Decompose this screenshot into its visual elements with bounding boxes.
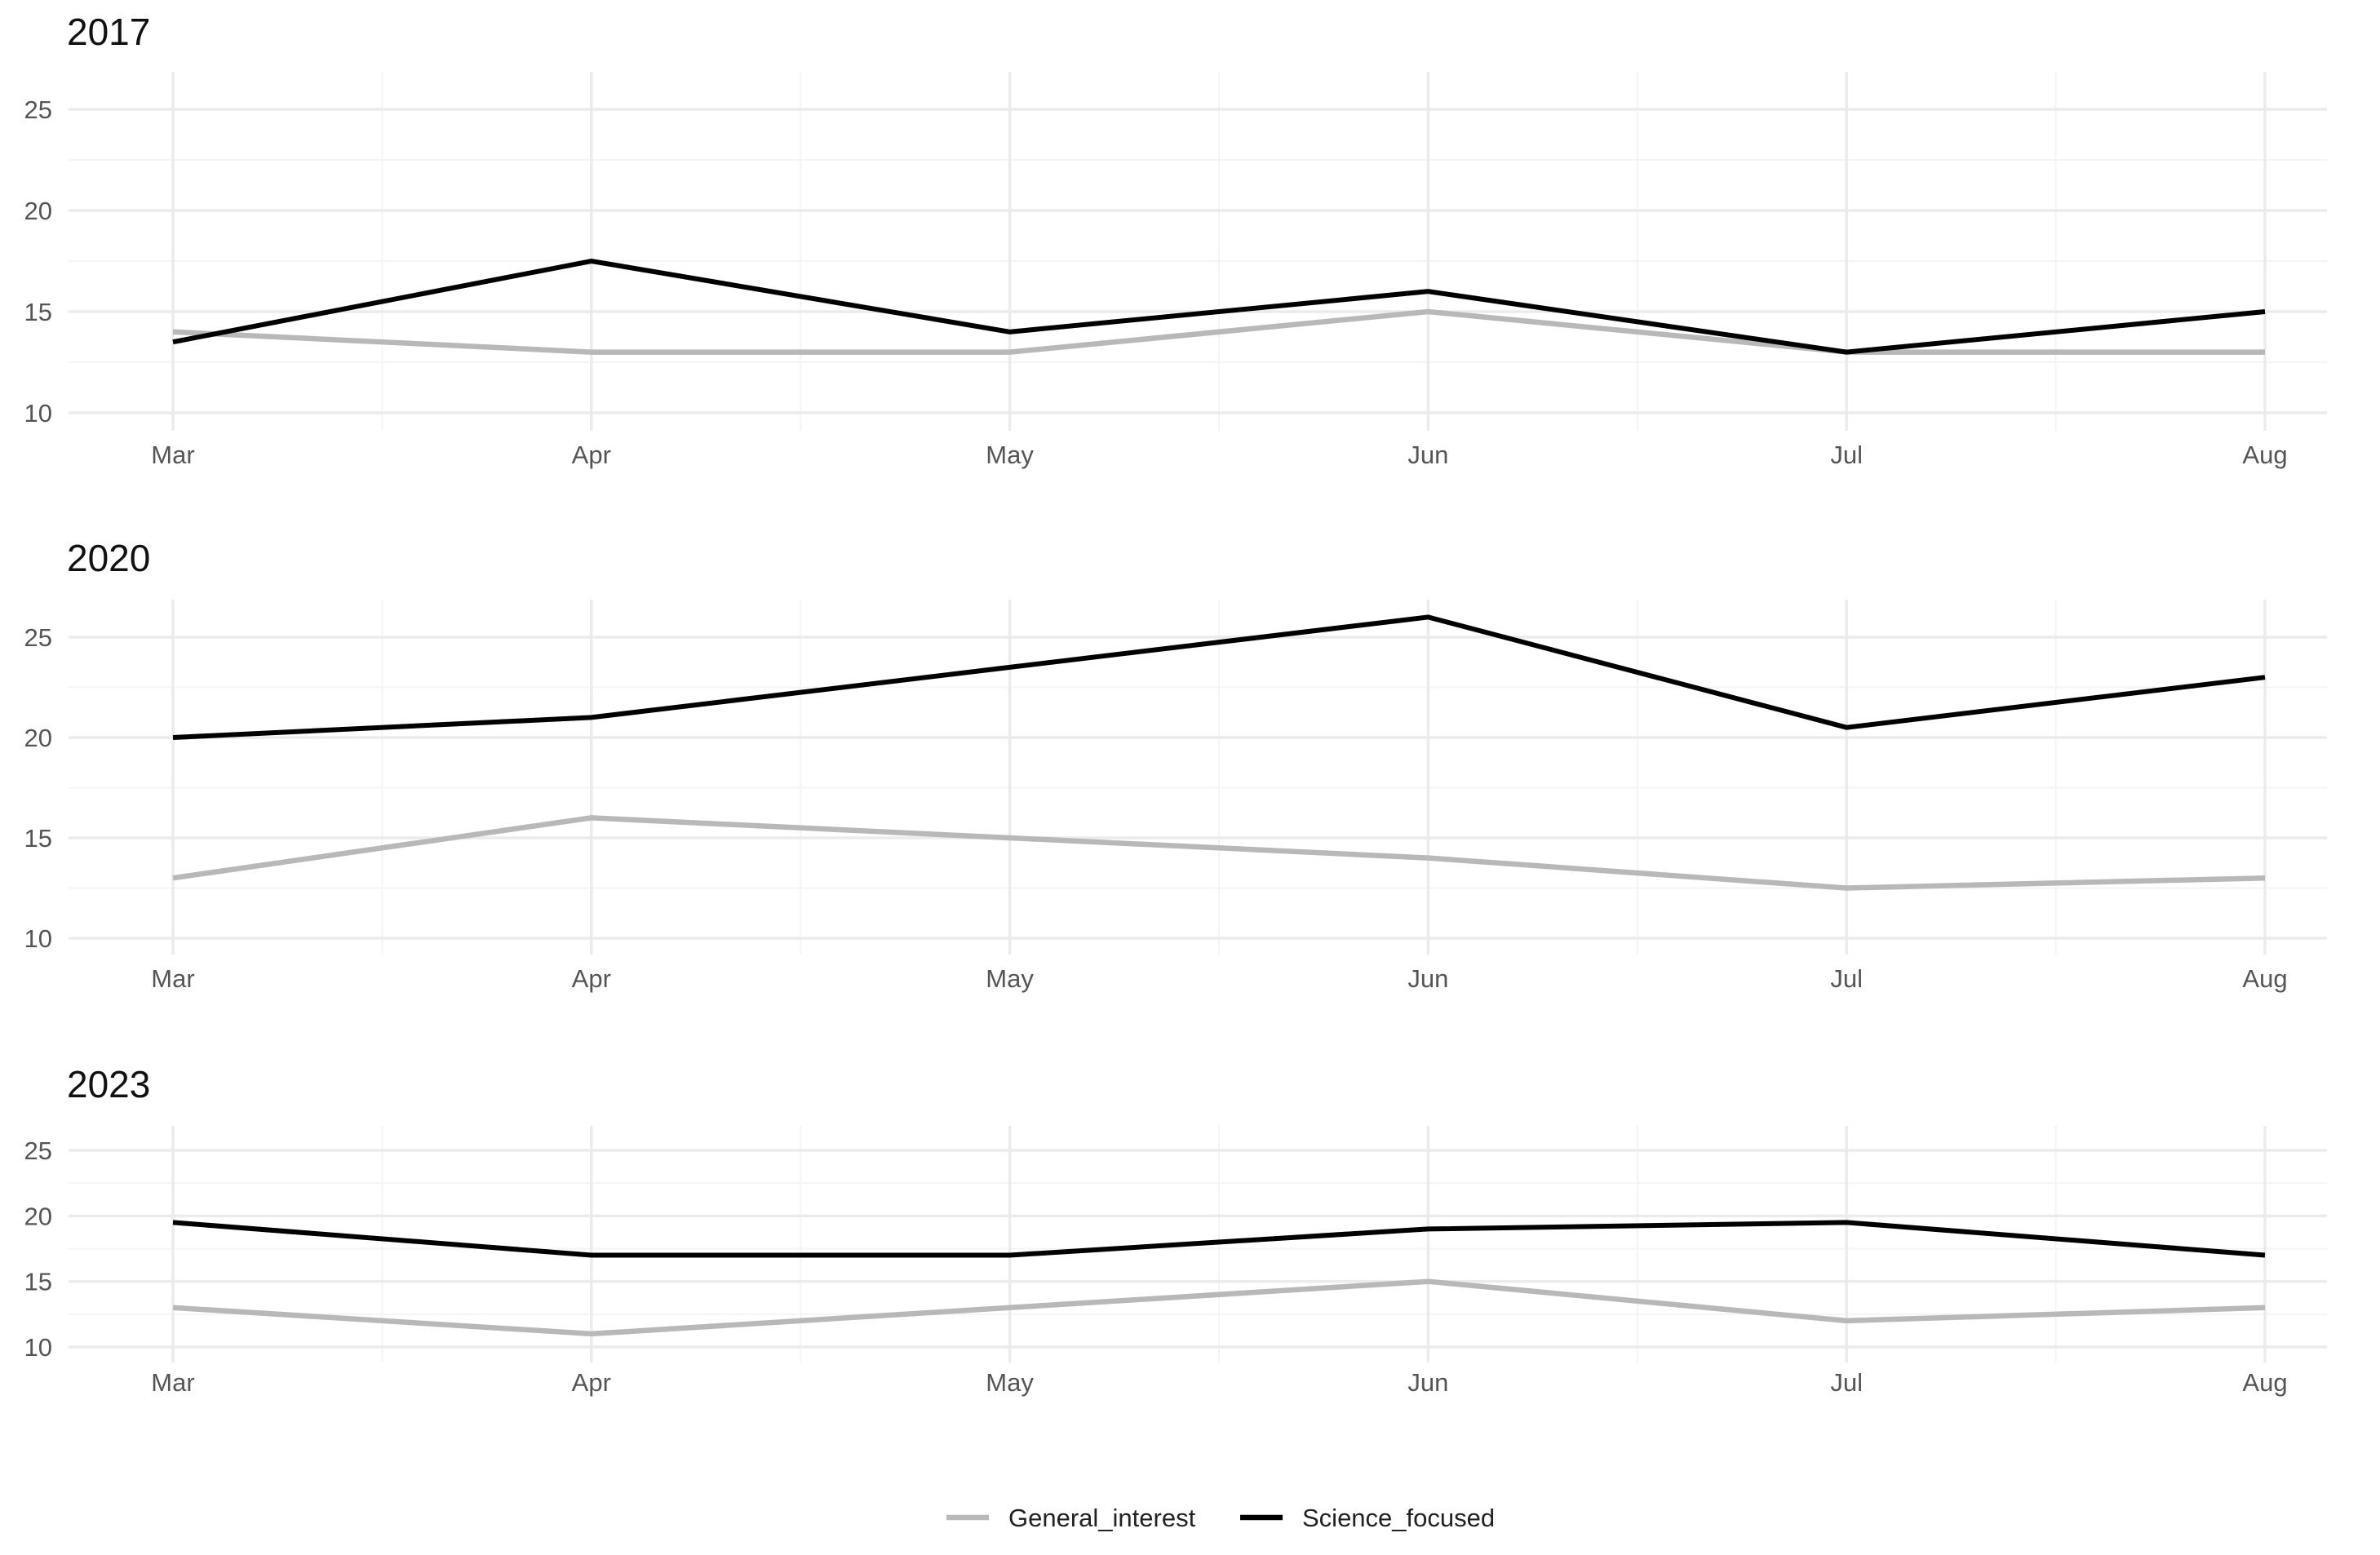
x-tick-label: Jul	[1830, 1368, 1863, 1397]
panel-2023: 10 15 20 25 Mar Apr May Jun Jul Aug 2023	[24, 1063, 2327, 1397]
y-tick-label: 15	[24, 824, 52, 853]
panel-2020: 10 15 20 25 Mar Apr May Jun Jul Aug 2020	[24, 537, 2327, 993]
panel-title: 2017	[67, 11, 150, 53]
y-tick-label: 25	[24, 1136, 52, 1165]
y-tick-label: 10	[24, 1333, 52, 1362]
x-tick-label: Mar	[151, 441, 194, 469]
x-tick-label: Apr	[572, 964, 611, 993]
y-tick-label: 10	[24, 924, 52, 953]
legend-label-Science_focused: Science_focused	[1302, 1504, 1495, 1532]
y-tick-label: 15	[24, 298, 52, 326]
y-tick-label: 20	[24, 197, 52, 225]
panel-title: 2020	[67, 537, 150, 579]
x-tick-label: Jul	[1830, 964, 1863, 993]
x-tick-label: Jun	[1407, 441, 1448, 469]
panel-2017: 10 15 20 25 Mar Apr May Jun Jul Aug 2017	[24, 11, 2327, 469]
x-tick-label: May	[986, 441, 1034, 469]
legend-label-General_interest: General_interest	[1008, 1504, 1196, 1532]
panel-title: 2023	[67, 1063, 150, 1105]
x-tick-label: Mar	[151, 1368, 194, 1397]
series-line-Science_focused	[172, 258, 2266, 355]
x-tick-label: Jun	[1407, 964, 1448, 993]
y-tick-label: 25	[24, 623, 52, 652]
y-tick-label: 15	[24, 1268, 52, 1296]
x-tick-label: Aug	[2242, 964, 2287, 993]
x-tick-label: May	[986, 964, 1034, 993]
x-tick-label: Apr	[572, 1368, 611, 1397]
x-tick-label: Apr	[572, 441, 611, 469]
y-tick-label: 20	[24, 724, 52, 752]
series-line-Science_focused	[172, 614, 2266, 740]
series-line-General_interest	[172, 1278, 2266, 1337]
y-tick-label: 20	[24, 1202, 52, 1230]
legend: General_interest Science_focused	[946, 1504, 1495, 1532]
y-tick-label: 25	[24, 95, 52, 124]
x-tick-label: Jun	[1407, 1368, 1448, 1397]
x-tick-label: Aug	[2242, 1368, 2287, 1397]
x-tick-label: May	[986, 1368, 1034, 1397]
x-tick-label: Aug	[2242, 441, 2287, 469]
x-tick-label: Jul	[1830, 441, 1863, 469]
series-line-General_interest	[172, 308, 2265, 355]
series-line-Science_focused	[172, 1220, 2266, 1258]
x-tick-label: Mar	[151, 964, 194, 993]
series-line-General_interest	[172, 815, 2266, 891]
y-tick-label: 10	[24, 399, 52, 428]
